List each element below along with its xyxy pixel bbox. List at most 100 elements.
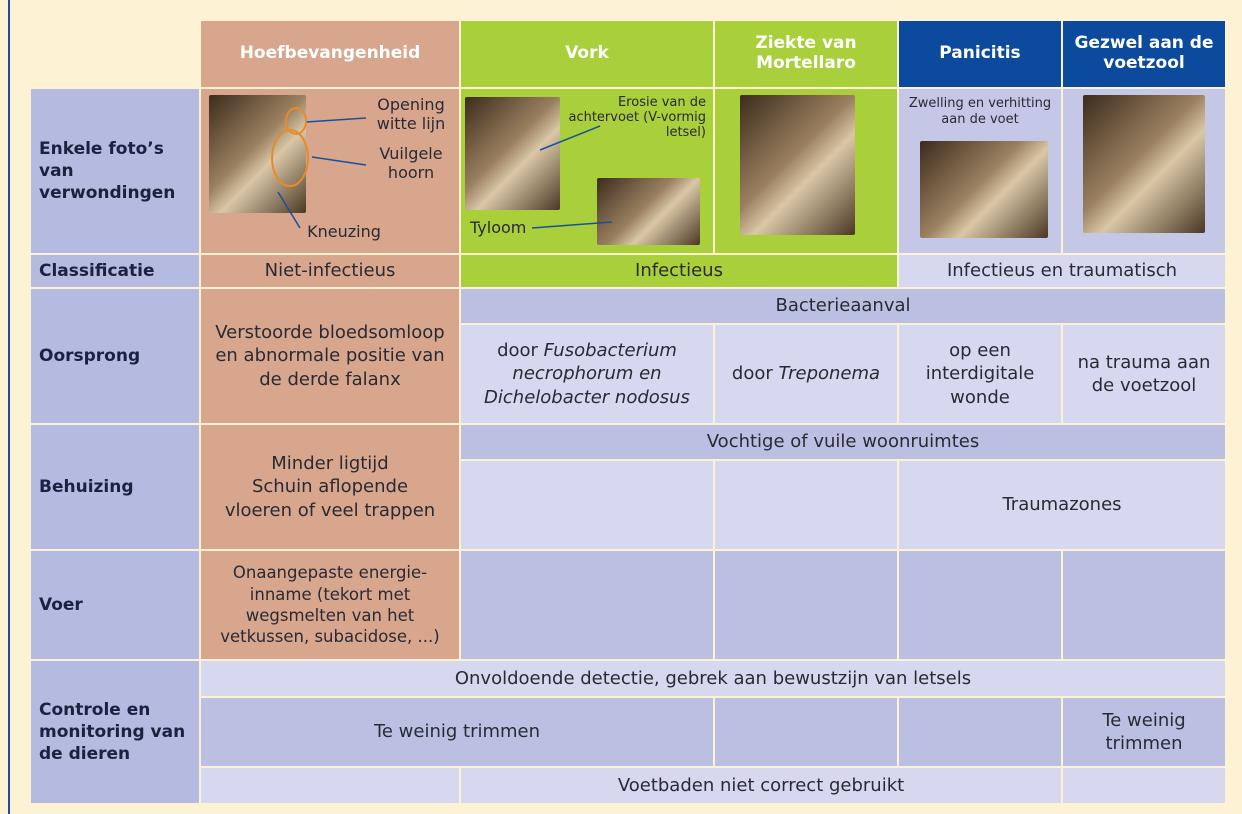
table-cell: Bacterieaanval [461,289,1225,323]
cell-text: op een interdigitale wonde [925,339,1035,408]
table-cell [1063,768,1225,803]
cell-line: Bacterieaanval [775,294,910,317]
photo-annotation: Erosie van de achtervoet (V-vormig letse… [568,95,706,140]
photo-annotation: Zwelling en verhitting aan de voet [908,96,1052,127]
cell-line: Hoefbevangenheid [239,43,421,64]
table-cell: Vochtige of vuile woonruimtes [461,425,1225,459]
column-header: Vork [461,21,713,87]
table-cell: Te weinig trimmen [1063,698,1225,766]
cell-text: Controle en monitoring van de dieren [39,699,186,765]
cell-line: Te weinig trimmen [374,720,540,743]
cell-line: door Treponema [732,362,880,385]
cell-line: Traumazones [1002,493,1121,516]
row-label: Controle en monitoring van de dieren [31,661,199,803]
table-cell [715,698,897,766]
cell-text: Treponema [778,363,881,385]
table-cell: Infectieus [461,255,897,287]
table-cell: na trauma aan de voetzool [1063,325,1225,423]
table-cell: Verstoorde bloedsomloop en abnormale pos… [201,289,459,423]
cell-line: Behuizing [39,476,134,498]
photo-annotation: Kneuzing [307,222,381,241]
cell-text: Voer [39,594,83,615]
table-cell [899,551,1061,659]
corner-cell [31,21,199,87]
cell-text: Fusobacterium necrophorum en Dichelobact… [484,339,690,408]
column-header: Ziekte van Mortellaro [715,21,897,87]
row-label: Classificatie [31,255,199,287]
cell-text: Bacterieaanval [775,295,911,317]
cell-text: Niet-infectieus [264,260,396,282]
cell-text: Infectieus en traumatisch [946,260,1178,282]
cell-line: Panicitis [939,43,1021,64]
cell-text: Traumazones [1002,494,1122,516]
cell-text: Schuin aflopende vloeren of veel trappen [224,476,436,521]
photo-annotation: Tyloom [470,218,527,237]
column-header: Gezwel aan de voetzool [1063,21,1225,87]
cell-text: Gezwel aan de voetzool [1074,33,1214,73]
cell-line: Enkele foto’s van verwondingen [39,138,191,204]
cell-text: Enkele foto’s van verwondingen [39,138,176,204]
table-cell [201,768,459,803]
cell-text: Voetbaden niet correct gebruikt [617,774,905,796]
table-cell: Onvoldoende detectie, gebrek aan bewustz… [201,661,1225,696]
cell-text: Classificatie [39,260,155,281]
cell-text: door [497,339,544,361]
row-label: Voer [31,551,199,659]
lesion-photo [740,95,855,235]
photo-annotation: Vuilgele hoorn [379,144,443,183]
table-cell: Traumazones [899,461,1225,549]
lesion-photo [1083,95,1205,233]
cell-text: door [731,363,779,385]
table-cell [899,698,1061,766]
table-cell [715,461,897,549]
side-rule [8,0,10,814]
cell-text: Hoefbevangenheid [239,43,421,64]
table-cell: Voetbaden niet correct gebruikt [461,768,1061,803]
cell-text: Te weinig trimmen [1102,709,1186,754]
cell-text: Vork [565,43,609,64]
cell-line: Onaangepaste energie-inname (tekort met … [219,562,441,648]
cell-line: Ziekte van Mortellaro [723,34,889,73]
lesion-photo [597,178,700,245]
cell-text: Verstoorde bloedsomloop en abnormale pos… [215,321,445,390]
table-cell: Infectieus en traumatisch [899,255,1225,287]
cell-line: Vochtige of vuile woonruimtes [707,430,979,453]
lesion-photo [209,95,306,213]
cell-line: Voetbaden niet correct gebruikt [618,774,904,797]
cell-line: Controle en monitoring van de dieren [39,699,191,765]
row-label: Enkele foto’s van verwondingen [31,89,199,253]
cell-line: Infectieus en traumatisch [947,259,1177,282]
cell-text: Oorsprong [39,345,141,366]
cell-text: Vochtige of vuile woonruimtes [706,431,980,453]
table-cell: Te weinig trimmen [201,698,713,766]
cell-line: Schuin aflopende vloeren of veel trappen [223,475,437,522]
cell-line: Voer [39,594,83,616]
table-cell [1063,551,1225,659]
cell-line: Te weinig trimmen [1087,709,1201,756]
photo-annotation: Opening witte lijn [376,95,446,134]
cell-text: Ziekte van Mortellaro [755,33,857,73]
table-cell [461,551,713,659]
table-cell: Minder ligtijd Schuin aflopende vloeren o… [201,425,459,549]
table-cell: op een interdigitale wonde [899,325,1061,423]
cell-text: Panicitis [939,43,1021,64]
cell-line: Gezwel aan de voetzool [1071,34,1217,73]
lesion-photo [920,141,1048,238]
table-cell: door Treponema [715,325,897,423]
cell-line: Oorsprong [39,345,140,367]
cell-line: door Fusobacterium necrophorum en Dichel… [477,339,697,409]
cell-text: Onvoldoende detectie, gebrek aan bewustz… [454,667,972,689]
table-cell: door Fusobacterium necrophorum en Dichel… [461,325,713,423]
cell-text: Onaangepaste energie-inname (tekort met … [220,563,440,647]
cell-text: na trauma aan de voetzool [1077,351,1211,396]
cell-text: Behuizing [39,476,134,497]
table-cell [715,551,897,659]
column-header: Hoefbevangenheid [201,21,459,87]
lesion-photo [465,97,560,210]
cell-text: Infectieus [635,260,723,282]
column-header: Panicitis [899,21,1061,87]
cell-line: Vork [565,43,609,64]
row-label: Oorsprong [31,289,199,423]
cell-line: Onvoldoende detectie, gebrek aan bewustz… [455,667,971,690]
